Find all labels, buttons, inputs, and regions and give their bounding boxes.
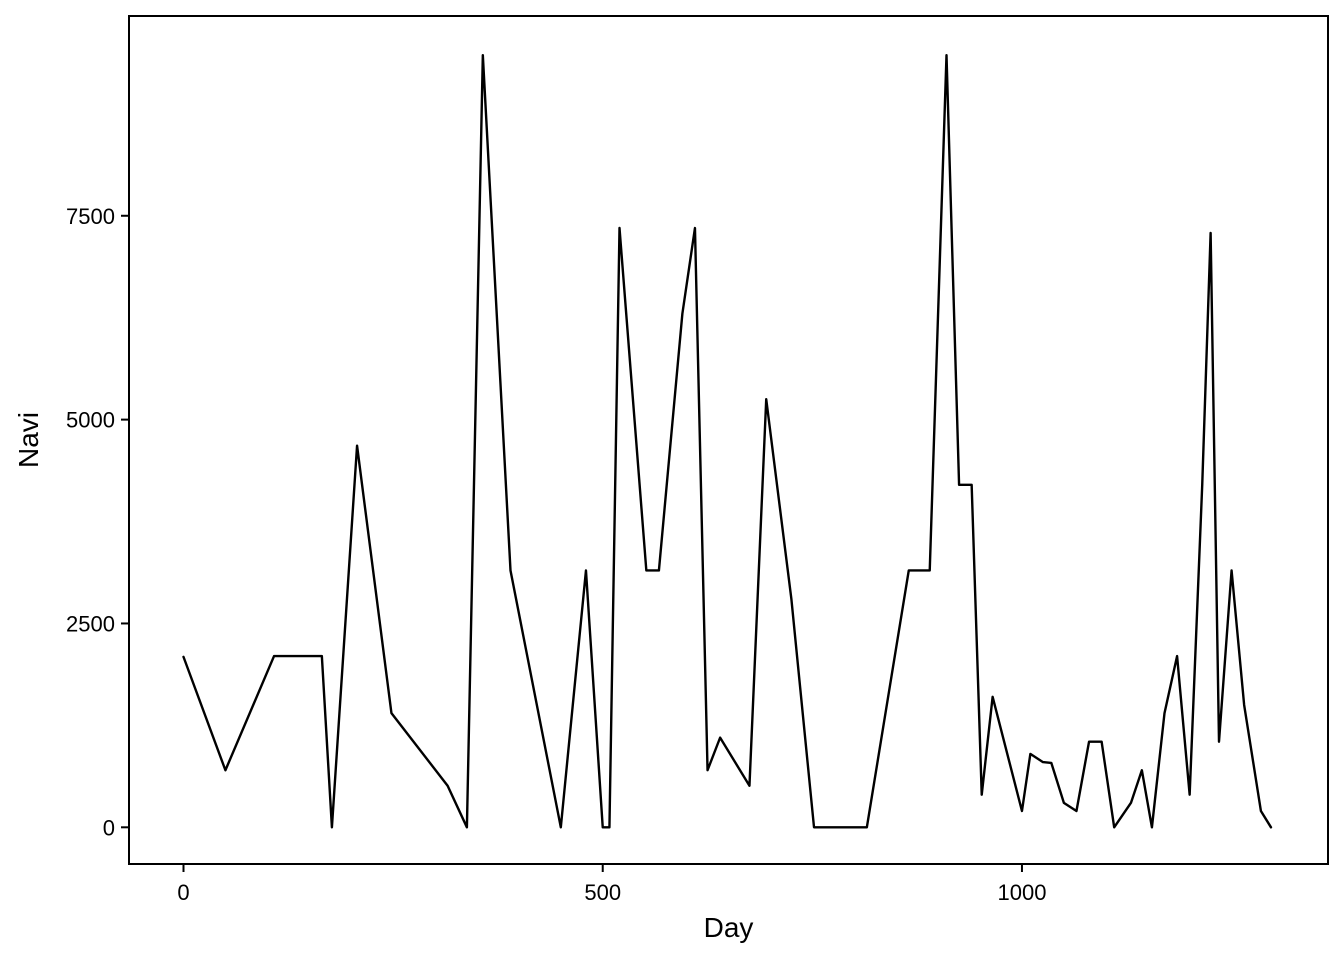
x-tick-label: 500 — [584, 880, 621, 905]
plot-area: 0 500 1000 0 2500 5000 7500 — [66, 15, 1329, 905]
x-tick-label: 1000 — [997, 880, 1046, 905]
y-tick-label: 2500 — [66, 611, 115, 636]
x-axis-title: Day — [704, 912, 754, 943]
series-line — [182, 53, 1273, 829]
x-tick-label: 0 — [177, 880, 189, 905]
y-tick-label: 7500 — [66, 204, 115, 229]
plot-border — [128, 15, 1329, 865]
y-tick-label: 5000 — [66, 408, 115, 433]
y-tick-label: 0 — [103, 815, 115, 840]
y-axis-title: Navi — [13, 412, 44, 468]
